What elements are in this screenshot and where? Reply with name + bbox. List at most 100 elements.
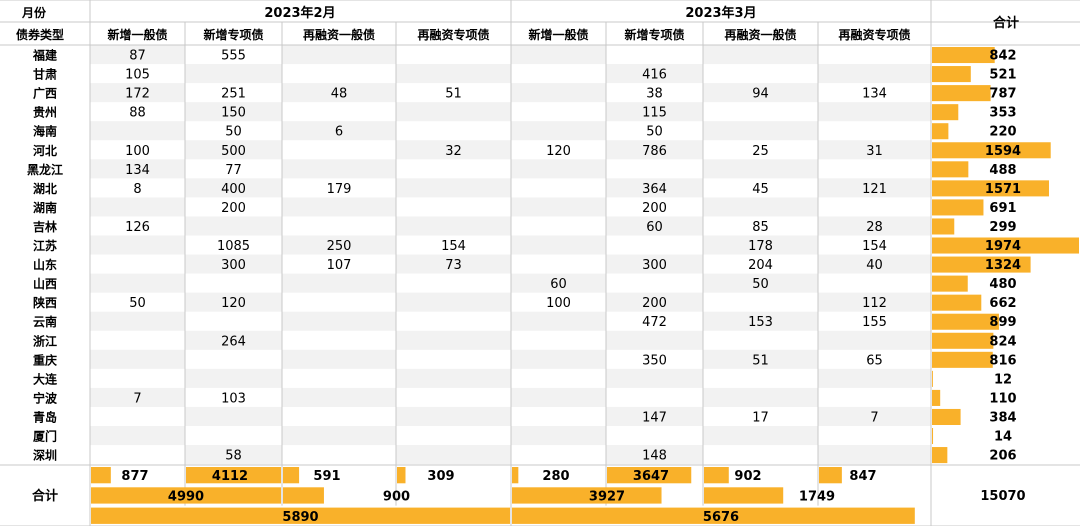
cell-shade [282, 45, 396, 65]
data-cell-label: 500 [221, 144, 246, 159]
total-label: 110 [989, 391, 1016, 406]
total-label: 824 [989, 334, 1016, 349]
summary-month-label: 5890 [282, 510, 318, 525]
summary-category-bar [512, 487, 662, 504]
data-cell-label: 28 [866, 220, 883, 235]
data-cell-label: 50 [225, 125, 242, 140]
cell-shade [90, 311, 185, 331]
total-bar [932, 351, 993, 368]
summary-type-label: 4112 [212, 469, 248, 484]
cell-shade [818, 216, 931, 236]
header-bond-type-label: 债券类型 [16, 27, 64, 42]
region-label: 厦门 [33, 429, 57, 444]
cell-shade [703, 45, 818, 65]
data-cell-label: 250 [327, 239, 352, 254]
data-cell-label: 416 [642, 68, 667, 83]
cell-shade [511, 273, 606, 293]
summary-category-label: 900 [383, 489, 410, 504]
summary-category-label: 1749 [799, 489, 835, 504]
data-cell-label: 6 [335, 125, 343, 140]
region-label: 甘肃 [33, 67, 57, 82]
region-label: 深圳 [33, 448, 57, 463]
data-cell-label: 48 [331, 87, 348, 102]
summary-type-bar [397, 467, 406, 484]
cell-shade [396, 368, 511, 388]
cell-shade [606, 140, 703, 160]
cell-shade [606, 102, 703, 122]
total-label: 488 [989, 163, 1016, 178]
region-label: 重庆 [33, 352, 57, 367]
header-bond-type: 新增一般债 [528, 27, 588, 42]
header-bond-type: 新增一般债 [107, 27, 167, 42]
cell-shade [90, 83, 185, 103]
cell-shade [185, 102, 282, 122]
total-label: 299 [989, 220, 1016, 235]
total-label: 353 [989, 106, 1016, 121]
cell-shade [396, 216, 511, 236]
total-label: 842 [989, 49, 1016, 64]
region-label: 浙江 [33, 333, 57, 348]
cell-shade [818, 140, 931, 160]
summary-type-bar [283, 467, 300, 484]
total-bar [932, 275, 968, 292]
total-label: 480 [989, 277, 1016, 292]
data-cell-label: 50 [129, 296, 146, 311]
data-cell-label: 148 [642, 449, 667, 464]
data-cell-label: 134 [862, 87, 887, 102]
summary-type-label: 877 [121, 469, 148, 484]
cell-shade [282, 311, 396, 331]
data-cell-label: 32 [445, 144, 462, 159]
cell-shade [703, 311, 818, 331]
cell-shade [396, 330, 511, 350]
summary-type-bar [819, 467, 842, 484]
data-cell-label: 251 [221, 87, 246, 102]
header-total-label: 合计 [993, 15, 1019, 31]
header-month-label: 月份 [21, 5, 47, 20]
data-cell-label: 45 [752, 182, 769, 197]
data-cell-label: 155 [862, 315, 887, 330]
total-bar [932, 256, 1031, 273]
data-cell-label: 400 [221, 182, 246, 197]
total-label: 12 [994, 372, 1012, 387]
region-label: 贵州 [33, 105, 57, 120]
summary-type-label: 591 [313, 469, 340, 484]
summary-type-label: 3647 [633, 469, 669, 484]
cell-shade [282, 197, 396, 217]
summary-category-bar [91, 487, 281, 504]
cell-shade [282, 235, 396, 255]
region-label: 山西 [33, 276, 57, 291]
data-cell-label: 51 [445, 87, 462, 102]
cell-shade [703, 387, 818, 407]
region-label: 海南 [33, 124, 57, 139]
cell-shade [703, 235, 818, 255]
cell-shade [396, 178, 511, 198]
total-label: 899 [989, 315, 1016, 330]
total-bar [932, 180, 1049, 197]
data-cell-label: 107 [327, 258, 352, 273]
data-cell-label: 179 [327, 182, 352, 197]
total-bar [932, 66, 971, 83]
cell-shade [396, 140, 511, 160]
total-label: 1324 [985, 258, 1021, 273]
cell-shade [282, 121, 396, 141]
header-bond-type: 再融资一般债 [724, 27, 796, 42]
data-cell-label: 105 [125, 68, 150, 83]
summary-type-label: 309 [427, 469, 454, 484]
cell-shade [818, 178, 931, 198]
summary-type-label: 847 [849, 469, 876, 484]
cell-shade [511, 349, 606, 369]
cell-shade [606, 330, 703, 350]
cell-shade [90, 426, 185, 446]
cell-shade [282, 387, 396, 407]
header-month-mar: 2023年3月 [685, 5, 756, 21]
data-cell-label: 51 [752, 353, 769, 368]
data-cell-label: 65 [866, 353, 883, 368]
cell-shade [185, 216, 282, 236]
total-bar [932, 199, 984, 216]
data-cell-label: 17 [752, 410, 769, 425]
table-text: 新增一般债 新增专项债 再融资一般债 再融资专项债 新增一般债 新增专项债 再融资一般债 再融… [27, 27, 1021, 525]
total-bar [932, 104, 959, 121]
cell-shade [185, 140, 282, 160]
